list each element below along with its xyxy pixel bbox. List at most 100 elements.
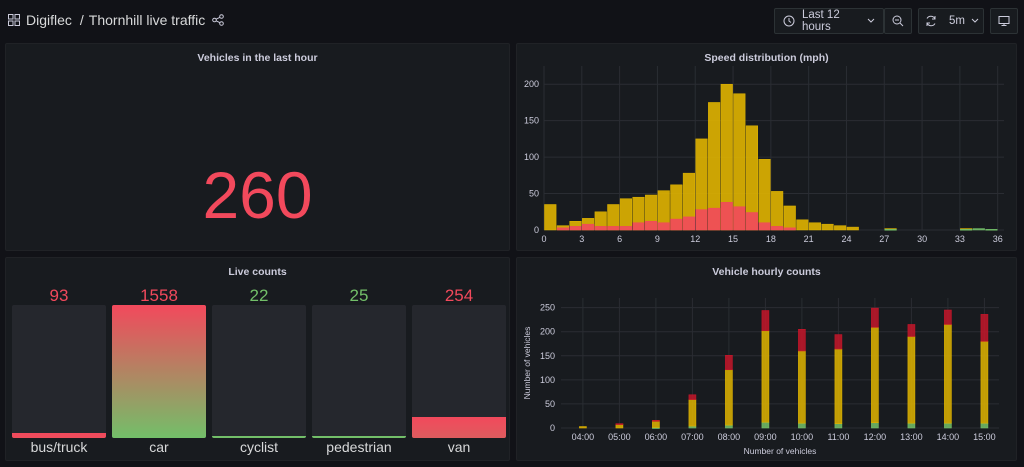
dashboards-grid-icon[interactable] bbox=[8, 14, 20, 26]
histogram-bar bbox=[720, 202, 733, 231]
y-tick-label: 100 bbox=[524, 152, 539, 162]
breadcrumb-separator: / bbox=[79, 12, 84, 28]
stacked-bar-segment bbox=[798, 328, 806, 352]
histogram-bar bbox=[670, 218, 683, 231]
histogram-bar bbox=[808, 222, 822, 231]
live-count-label: car bbox=[149, 439, 169, 455]
refresh-interval-label: 5m bbox=[949, 15, 965, 27]
live-count-value: 22 bbox=[249, 286, 269, 305]
histogram-bar bbox=[884, 229, 897, 231]
live-count-value: 25 bbox=[349, 286, 369, 305]
histogram-bar bbox=[645, 221, 658, 231]
live-counts-panel[interactable]: Live counts 93 bus/truck 1558 car 22 cyclist 2… bbox=[5, 257, 510, 461]
stacked-bar-segment bbox=[761, 421, 770, 429]
dashboard-title[interactable]: Thornhill live traffic bbox=[88, 12, 206, 28]
histogram-bar bbox=[821, 223, 834, 231]
stacked-bar-segment bbox=[761, 310, 770, 332]
hourly-bar-chart: 0 50 100 150 200 250 04:00 05:00 06:00 07:00 08:00… bbox=[522, 298, 999, 456]
stacked-bar-segment bbox=[944, 309, 952, 325]
live-count-value: 254 bbox=[444, 286, 474, 305]
stacked-bar-segment bbox=[871, 307, 879, 328]
panel-title: Vehicle hourly counts bbox=[712, 266, 821, 278]
histogram-bar bbox=[771, 226, 784, 231]
stacked-bar-segment bbox=[725, 369, 733, 426]
refresh-icon[interactable] bbox=[925, 15, 937, 27]
live-count-bar-fill bbox=[12, 433, 106, 438]
x-tick-label: 12:00 bbox=[864, 432, 887, 442]
histogram-bar bbox=[796, 219, 809, 231]
histogram-bar bbox=[985, 229, 998, 231]
y-tick-label: 50 bbox=[529, 189, 539, 199]
speed-distribution-panel[interactable]: Speed distribution (mph) 0 50 100 150 200 0 3 6… bbox=[516, 43, 1017, 251]
panel-title: Vehicles in the last hour bbox=[197, 52, 318, 64]
share-icon[interactable] bbox=[212, 14, 225, 26]
time-range-picker[interactable]: Last 12 hours bbox=[774, 8, 884, 34]
stacked-bar-segment bbox=[907, 336, 916, 424]
stacked-bar-segment bbox=[907, 422, 916, 429]
panel-title: Live counts bbox=[228, 266, 287, 278]
x-tick-label: 09:00 bbox=[754, 432, 777, 442]
stacked-bar-segment bbox=[798, 422, 806, 429]
vehicles-last-hour-panel[interactable]: Vehicles in the last hour 260 bbox=[5, 43, 510, 251]
chevron-down-icon bbox=[867, 18, 875, 24]
stacked-bar-segment bbox=[615, 423, 624, 425]
refresh-picker[interactable]: 5m bbox=[918, 8, 984, 34]
x-tick-label: 07:00 bbox=[681, 432, 704, 442]
y-tick-label: 200 bbox=[540, 327, 555, 337]
stacked-bar-segment bbox=[798, 350, 806, 424]
stacked-bar-segment bbox=[761, 330, 770, 423]
live-count-label: cyclist bbox=[239, 439, 279, 455]
x-tick-label: 14:00 bbox=[937, 432, 960, 442]
folder-link[interactable]: Digiflec bbox=[26, 12, 72, 28]
stacked-bar-segment bbox=[688, 399, 697, 427]
stacked-bar-segment bbox=[725, 424, 733, 429]
x-tick-label: 06:00 bbox=[645, 432, 668, 442]
x-tick-label: 13:00 bbox=[900, 432, 923, 442]
histogram-bar bbox=[594, 226, 607, 231]
histogram-bar bbox=[619, 226, 632, 231]
stacked-bar-segment bbox=[871, 422, 879, 429]
y-tick-label: 100 bbox=[540, 375, 555, 385]
stacked-bar-segment bbox=[652, 420, 660, 428]
live-count-bar-track bbox=[212, 305, 306, 438]
live-count-label: bus/truck bbox=[30, 439, 88, 455]
x-tick-label: 27 bbox=[879, 234, 889, 244]
x-tick-label: 3 bbox=[579, 234, 584, 244]
stacked-bar-segment bbox=[834, 348, 843, 424]
stacked-bar-segment bbox=[871, 327, 879, 424]
histogram-bar bbox=[657, 222, 670, 231]
hourly-counts-panel[interactable]: Vehicle hourly counts 0 50 100 150 200 250 04:… bbox=[516, 257, 1017, 461]
x-axis-label: Number of vehicles bbox=[744, 446, 817, 456]
stat-value: 260 bbox=[202, 158, 313, 232]
histogram-bar bbox=[619, 198, 632, 231]
x-tick-label: 0 bbox=[541, 234, 546, 244]
live-count-bar-fill bbox=[112, 305, 206, 438]
histogram-bar bbox=[783, 227, 796, 231]
histogram-bar bbox=[745, 212, 758, 231]
x-tick-label: 11:00 bbox=[827, 432, 849, 442]
histogram-bar bbox=[556, 227, 569, 231]
histogram-bar bbox=[582, 223, 595, 231]
monitor-icon bbox=[998, 15, 1010, 27]
live-count-value: 1558 bbox=[140, 286, 178, 305]
y-tick-label: 0 bbox=[534, 225, 539, 235]
live-count-bar-fill bbox=[212, 436, 306, 438]
histogram-bar bbox=[834, 225, 847, 231]
live-count-value: 93 bbox=[49, 286, 69, 305]
stacked-bar-segment bbox=[834, 334, 843, 350]
tv-mode-button[interactable] bbox=[990, 8, 1018, 34]
stacked-bar-segment bbox=[944, 324, 952, 424]
zoom-out-button[interactable] bbox=[884, 8, 912, 34]
x-tick-label: 24 bbox=[841, 234, 851, 244]
stacked-bar-segment bbox=[980, 422, 989, 429]
histogram-bar bbox=[783, 205, 796, 231]
y-axis-label: Number of vehicles bbox=[522, 327, 532, 400]
stacked-bar-segment bbox=[907, 324, 916, 337]
histogram-bar bbox=[846, 226, 859, 231]
x-tick-label: 36 bbox=[993, 234, 1003, 244]
histogram-bar bbox=[682, 216, 695, 231]
x-tick-label: 05:00 bbox=[608, 432, 631, 442]
x-tick-label: 15:00 bbox=[973, 432, 996, 442]
clock-icon bbox=[783, 15, 795, 27]
chevron-down-icon bbox=[971, 18, 979, 24]
